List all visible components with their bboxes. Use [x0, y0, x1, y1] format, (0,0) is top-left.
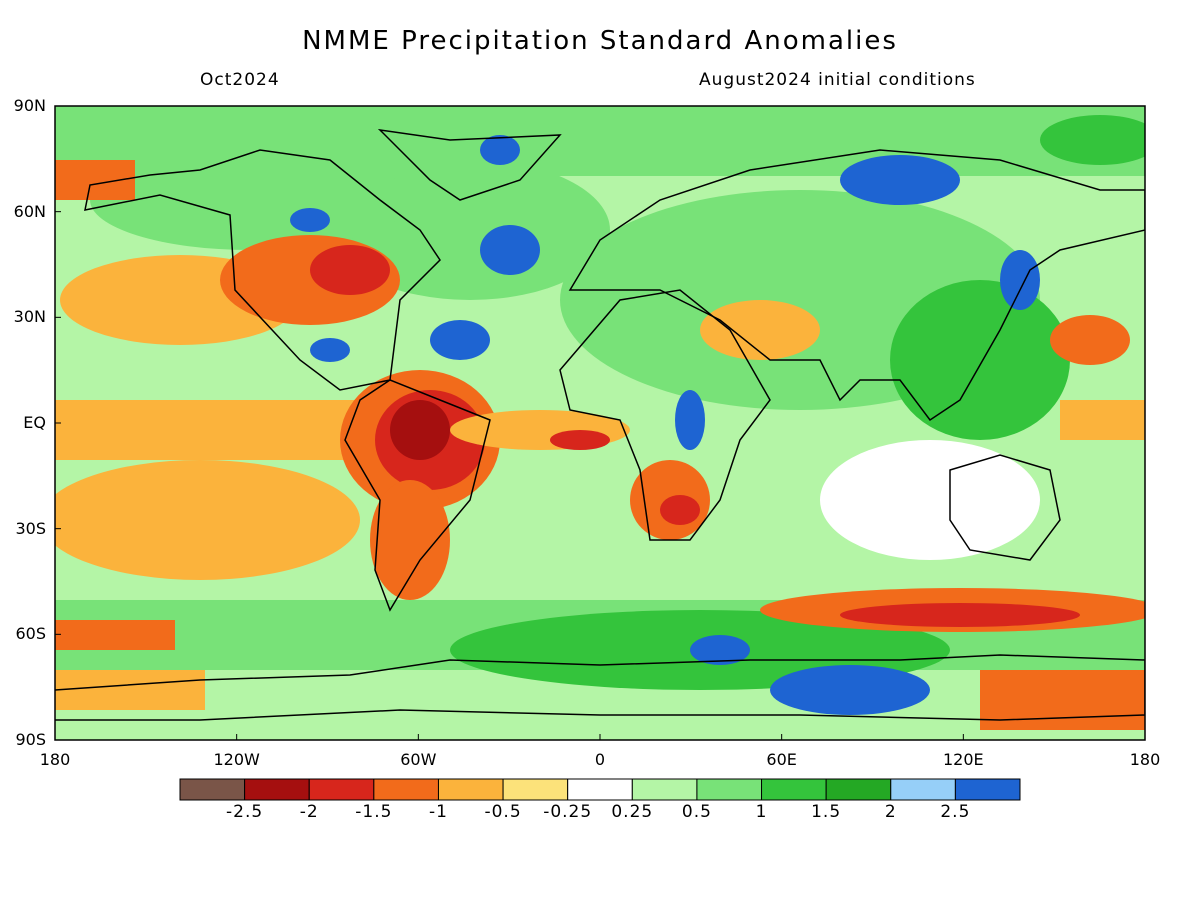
- lat-label: 30N: [13, 307, 46, 327]
- colorbar-swatch: [373, 778, 439, 801]
- lat-label: 60N: [13, 201, 46, 221]
- map-field: [55, 106, 1145, 740]
- colorbar-swatch: [761, 778, 827, 801]
- colorbar-label: 2: [884, 802, 897, 822]
- map-title: NMME Precipitation Standard Anomalies: [302, 26, 898, 56]
- colorbar-swatch: [954, 778, 1021, 801]
- colorbar-label: -1: [428, 802, 448, 822]
- colorbar-label: -1.5: [355, 802, 393, 822]
- colorbar-label: -2: [299, 802, 319, 822]
- colorbar-swatch: [437, 778, 504, 801]
- lat-label: 90S: [15, 730, 46, 749]
- colorbar-label: -0.25: [543, 802, 593, 822]
- colorbar-label: 2.5: [940, 802, 971, 822]
- colorbar-swatch: [244, 778, 310, 801]
- colorbar-swatch: [696, 778, 763, 801]
- colorbar-swatch: [825, 778, 892, 801]
- colorbar-label: 0.5: [681, 802, 712, 822]
- lat-label: 60S: [15, 624, 46, 644]
- lat-label: 90N: [13, 96, 46, 115]
- lat-label: 30S: [15, 518, 46, 538]
- lon-label: 60E: [766, 750, 797, 769]
- colorbar-label: -2.5: [226, 802, 264, 822]
- lon-label: 120E: [943, 750, 984, 769]
- colorbar-label: 0.25: [611, 802, 654, 822]
- coastlines: [55, 128, 1145, 721]
- lon-label: 60W: [400, 750, 437, 769]
- colorbar-swatch: [567, 778, 633, 801]
- valid-month-label: Oct2024: [200, 70, 280, 90]
- colorbar-swatch: [631, 778, 698, 801]
- lon-label: 0: [594, 750, 606, 769]
- colorbar-label: 1: [755, 802, 768, 822]
- lon-label: 180: [1129, 750, 1161, 769]
- lon-label: 120W: [213, 750, 260, 769]
- colorbar-label: 1.5: [811, 802, 842, 822]
- init-conditions-label: August2024 initial conditions: [699, 70, 976, 90]
- colorbar: [179, 778, 1021, 801]
- lat-label: EQ: [23, 413, 46, 432]
- colorbar-swatch: [890, 778, 956, 801]
- colorbar-swatch: [179, 778, 246, 801]
- colorbar-swatch: [502, 778, 569, 801]
- lon-label: 180: [39, 750, 71, 769]
- colorbar-label: -0.5: [484, 802, 522, 822]
- colorbar-swatch: [308, 778, 375, 801]
- axis-ticks: [54, 105, 1146, 741]
